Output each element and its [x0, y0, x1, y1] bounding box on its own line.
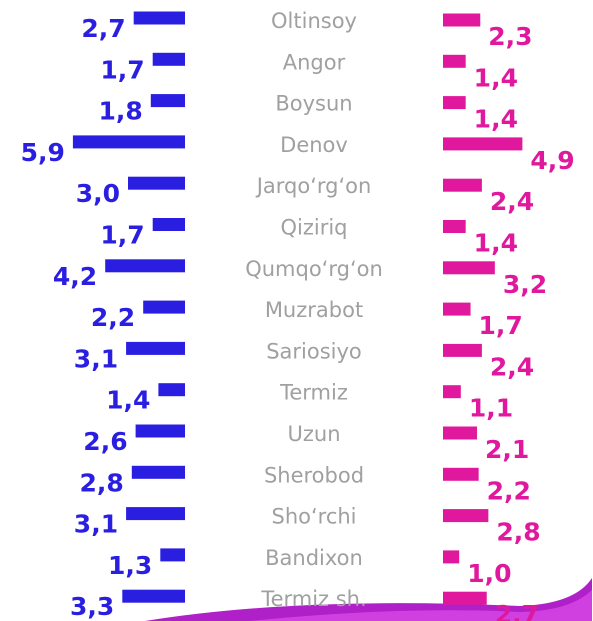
bar-right	[443, 54, 466, 68]
bar-right	[443, 13, 481, 27]
bar-left	[143, 300, 185, 314]
bar-right	[443, 591, 487, 605]
bar-right	[443, 261, 495, 275]
value-label: 1,7	[100, 221, 144, 250]
value-label: 5,9	[21, 138, 65, 167]
category-label: Qumqo‘rg‘on	[245, 257, 383, 281]
category-label: Muzrabot	[265, 298, 363, 322]
value-label: 3,1	[74, 510, 118, 539]
value-label: 1,4	[106, 386, 150, 415]
bar-right	[443, 467, 479, 481]
bar-left	[126, 507, 185, 521]
value-label: 1,7	[479, 311, 523, 340]
bar-left	[72, 135, 185, 149]
value-label: 1,0	[467, 559, 511, 588]
value-label: 1,4	[474, 63, 518, 92]
bar-left	[152, 52, 185, 66]
bar-right	[443, 426, 478, 440]
bar-left	[135, 424, 185, 438]
category-label: Angor	[283, 50, 346, 74]
value-label: 1,7	[100, 55, 144, 84]
category-label: Bandixon	[265, 546, 363, 570]
bar-left	[152, 218, 185, 231]
value-label: 2,3	[488, 22, 532, 51]
value-label: 1,4	[474, 105, 518, 134]
value-label: 2,2	[487, 476, 531, 505]
bar-left	[126, 341, 185, 355]
bar-right	[443, 385, 461, 399]
bar-left	[158, 383, 185, 397]
value-label: 2,7	[495, 600, 539, 621]
category-label: Sho‘rchi	[271, 505, 356, 529]
category-label: Boysun	[275, 92, 352, 116]
category-label: Termiz	[279, 381, 348, 405]
value-label: 3,1	[74, 344, 118, 373]
category-label: Oltinsoy	[271, 9, 357, 33]
category-label: Denov	[280, 133, 348, 157]
bar-left	[105, 259, 185, 273]
bar-right	[443, 137, 523, 151]
bar-left	[122, 589, 185, 603]
bar-left	[131, 465, 185, 479]
bar-right	[443, 343, 482, 357]
category-label: Qiziriq	[280, 216, 347, 240]
decor-swoosh	[250, 590, 592, 621]
bar-right	[443, 302, 471, 316]
value-label: 3,0	[76, 179, 120, 208]
bar-left	[160, 548, 185, 562]
category-label: Termiz sh.	[260, 587, 366, 611]
value-label: 4,2	[53, 262, 97, 291]
value-label: 2,6	[83, 427, 127, 456]
value-label: 2,4	[490, 187, 534, 216]
value-label: 2,8	[80, 468, 124, 497]
value-label: 1,1	[469, 394, 513, 423]
bar-left	[150, 94, 185, 108]
bar-left	[133, 11, 185, 25]
bar-left	[128, 176, 185, 190]
value-label: 1,4	[474, 229, 518, 258]
bar-right	[443, 96, 466, 110]
category-label: Jarqo‘rg‘on	[255, 174, 372, 198]
bar-right	[443, 550, 460, 564]
category-label: Sherobod	[264, 463, 364, 487]
value-label: 2,1	[485, 435, 529, 464]
value-label: 2,7	[81, 14, 125, 43]
bar-right	[443, 509, 489, 523]
value-label: 2,8	[496, 518, 540, 547]
bar-right	[443, 220, 466, 233]
value-label: 3,3	[70, 592, 114, 621]
value-label: 1,3	[108, 551, 152, 580]
value-label: 2,4	[490, 352, 534, 381]
value-label: 4,9	[530, 146, 574, 175]
value-label: 1,8	[99, 97, 143, 126]
bar-right	[443, 178, 482, 192]
category-label: Uzun	[287, 422, 340, 446]
value-label: 2,2	[91, 303, 135, 332]
category-label: Sariosiyo	[266, 339, 362, 363]
value-label: 3,2	[503, 270, 547, 299]
decor-swoosh	[145, 578, 592, 621]
